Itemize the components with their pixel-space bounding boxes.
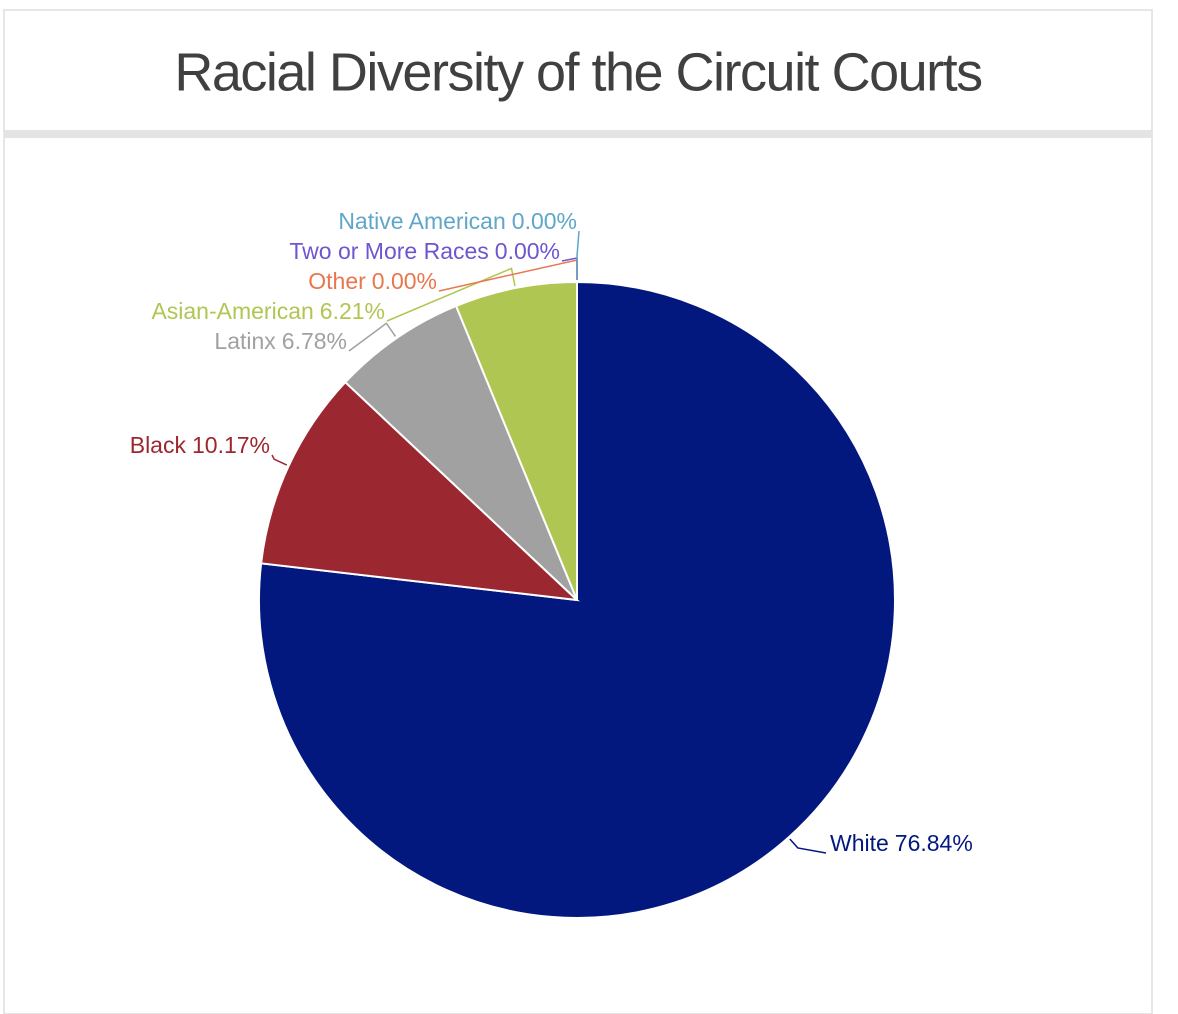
- data-label: Native American 0.00%: [338, 208, 577, 234]
- label-value: 76.84%: [895, 830, 973, 856]
- label-value: 0.00%: [512, 208, 577, 234]
- leader-line: [271, 454, 288, 466]
- data-label: Latinx 6.78%: [214, 328, 347, 354]
- label-category: Native American: [338, 208, 505, 234]
- label-category: Black: [130, 432, 187, 458]
- label-category: Other: [308, 268, 366, 294]
- leader-line: [789, 838, 827, 854]
- title-divider: [4, 130, 1152, 138]
- leader-line: [386, 267, 516, 322]
- label-value: 6.21%: [320, 298, 385, 324]
- label-value: 6.78%: [282, 328, 347, 354]
- data-label: Two or More Races 0.00%: [289, 238, 560, 264]
- label-category: Latinx: [214, 328, 276, 354]
- label-category: White: [830, 830, 889, 856]
- label-category: Two or More Races: [289, 238, 488, 264]
- data-label: Other 0.00%: [308, 268, 437, 294]
- leader-line: [576, 230, 580, 280]
- label-value: 0.00%: [495, 238, 560, 264]
- label-value: 10.17%: [192, 432, 270, 458]
- data-label: White 76.84%: [830, 830, 973, 856]
- leader-line: [348, 322, 397, 352]
- chart-title: Racial Diversity of the Circuit Courts: [174, 42, 982, 102]
- data-label: Asian-American 6.21%: [151, 298, 385, 324]
- pie-slice: [260, 380, 580, 602]
- label-category: Asian-American: [151, 298, 313, 324]
- pie-slice: [343, 304, 578, 601]
- pie-slice: [454, 280, 578, 601]
- label-value: 0.00%: [372, 268, 437, 294]
- data-label: Black 10.17%: [130, 432, 270, 458]
